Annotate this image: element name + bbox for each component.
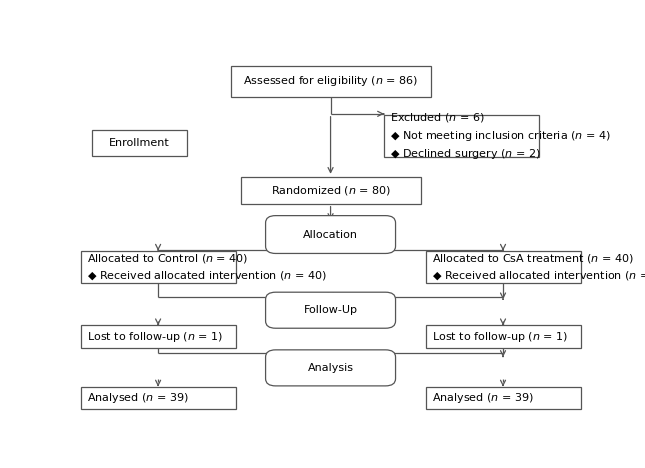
Text: Allocated to Control ($n$ = 40)
◆ Received allocated intervention ($n$ = 40): Allocated to Control ($n$ = 40) ◆ Receiv… (86, 252, 326, 282)
Text: Enrollment: Enrollment (109, 138, 170, 147)
FancyBboxPatch shape (92, 130, 187, 156)
Text: Analysed ($n$ = 39): Analysed ($n$ = 39) (432, 391, 533, 405)
FancyBboxPatch shape (266, 350, 395, 386)
FancyBboxPatch shape (426, 325, 580, 348)
FancyBboxPatch shape (384, 116, 539, 157)
FancyBboxPatch shape (231, 66, 431, 97)
FancyBboxPatch shape (81, 387, 235, 409)
Text: Allocation: Allocation (303, 229, 358, 240)
FancyBboxPatch shape (426, 387, 580, 409)
Text: Allocated to CsA treatment ($n$ = 40)
◆ Received allocated intervention ($n$ = 4: Allocated to CsA treatment ($n$ = 40) ◆ … (432, 252, 645, 282)
FancyBboxPatch shape (81, 251, 235, 283)
Text: Lost to follow-up ($n$ = 1): Lost to follow-up ($n$ = 1) (432, 329, 568, 344)
Text: Follow-Up: Follow-Up (304, 305, 357, 315)
FancyBboxPatch shape (241, 177, 421, 204)
Text: Excluded ($n$ = 6)
◆ Not meeting inclusion criteria ($n$ = 4)
◆ Declined surgery: Excluded ($n$ = 6) ◆ Not meeting inclusi… (390, 111, 611, 161)
FancyBboxPatch shape (81, 325, 235, 348)
FancyBboxPatch shape (266, 292, 395, 328)
Text: Assessed for eligibility ($n$ = 86): Assessed for eligibility ($n$ = 86) (243, 74, 418, 88)
FancyBboxPatch shape (266, 216, 395, 254)
Text: Analysis: Analysis (308, 363, 353, 373)
Text: Analysed ($n$ = 39): Analysed ($n$ = 39) (86, 391, 188, 405)
Text: Lost to follow-up ($n$ = 1): Lost to follow-up ($n$ = 1) (86, 329, 223, 344)
FancyBboxPatch shape (426, 251, 580, 283)
Text: Randomized ($n$ = 80): Randomized ($n$ = 80) (270, 184, 391, 197)
